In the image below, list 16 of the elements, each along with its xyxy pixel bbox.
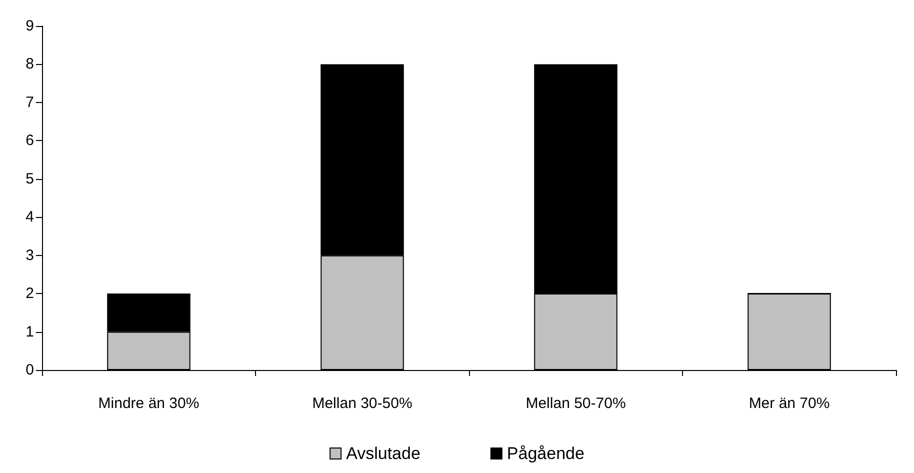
y-tick-label: 4 bbox=[26, 208, 34, 226]
y-tick-label: 3 bbox=[26, 246, 34, 264]
x-tick-label: Mindre än 30% bbox=[98, 395, 200, 412]
y-tick-label: 7 bbox=[26, 94, 34, 111]
legend-label: Avslutade bbox=[346, 444, 420, 463]
y-tick-label: 6 bbox=[26, 132, 34, 150]
y-tick-label: 1 bbox=[26, 323, 34, 340]
y-tick-label: 9 bbox=[26, 18, 34, 34]
x-tick-label: Mellan 50-70% bbox=[526, 395, 626, 412]
x-tick-label: Mellan 30-50% bbox=[312, 395, 412, 412]
y-tick-label: 0 bbox=[26, 362, 34, 378]
y-tick-label: 2 bbox=[26, 285, 34, 302]
y-tick-label: 5 bbox=[26, 170, 34, 188]
x-tick-label: Mer än 70% bbox=[748, 395, 830, 412]
legend-label: Pågående bbox=[506, 444, 584, 463]
y-tick-label: 8 bbox=[26, 56, 34, 73]
